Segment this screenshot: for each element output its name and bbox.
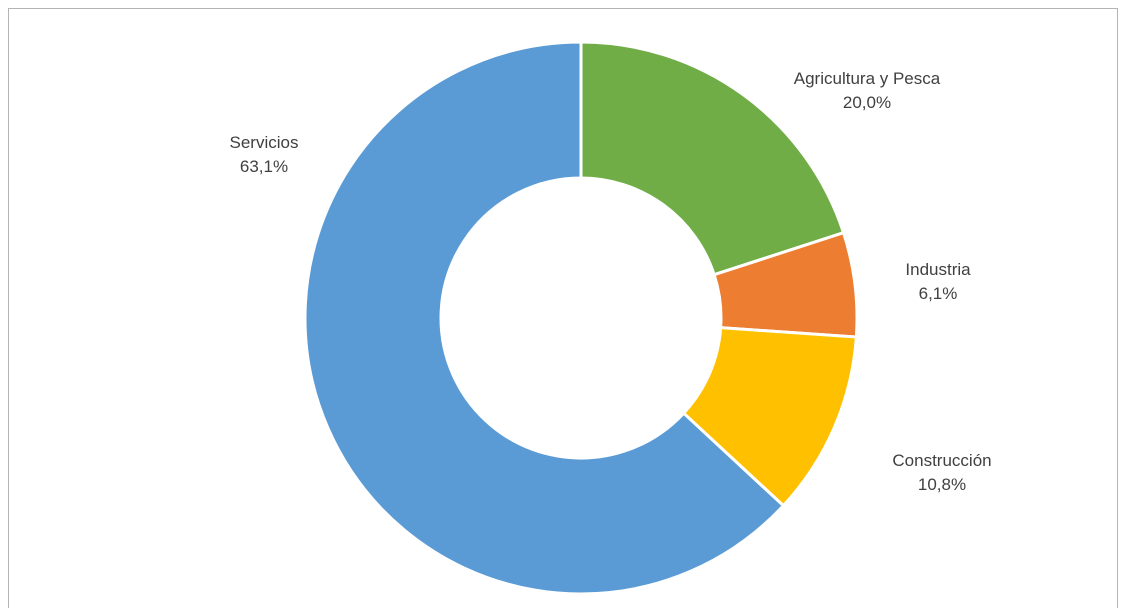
slice-value-label: 63,1% [240, 157, 288, 176]
slice-value-label: 10,8% [918, 475, 966, 494]
slice-value-label: 6,1% [919, 284, 958, 303]
slice-label: Industria [905, 260, 971, 279]
slice-servicios [303, 40, 786, 596]
slice-value-label: 20,0% [843, 93, 891, 112]
slice-label: Servicios [230, 133, 299, 152]
slice-label: Agricultura y Pesca [794, 69, 941, 88]
slice-agricultura-y-pesca [579, 40, 846, 277]
slice-label: Construcción [892, 451, 991, 470]
